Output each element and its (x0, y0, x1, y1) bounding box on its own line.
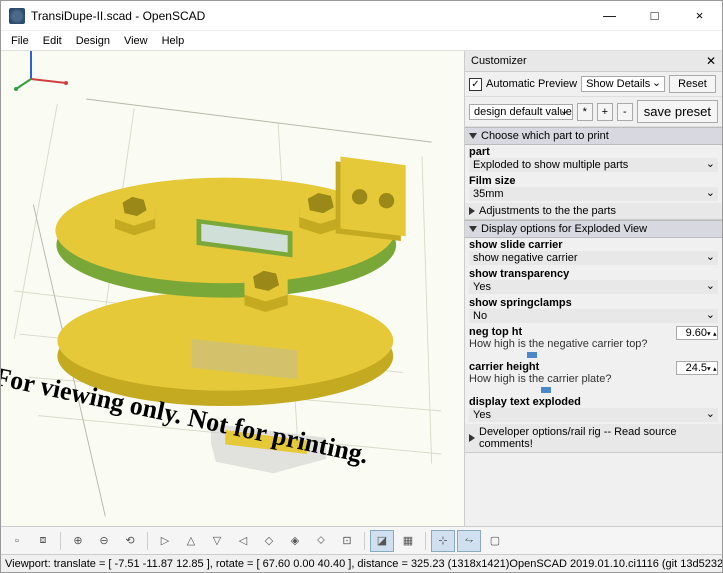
save-preset-button[interactable]: save preset (637, 100, 718, 123)
app-icon (9, 8, 25, 24)
reset-button[interactable]: Reset (669, 75, 716, 93)
close-button[interactable]: × (677, 1, 722, 31)
menubar: File Edit Design View Help (1, 31, 722, 51)
statusbar: Viewport: translate = [ -7.51 -11.87 12.… (1, 554, 722, 572)
carrier-slider[interactable] (469, 385, 718, 393)
showtrans-select[interactable]: Yes (469, 280, 718, 294)
showspring-label: show springclamps (469, 297, 718, 309)
negtop-label: neg top ht (469, 326, 676, 338)
showslide-label: show slide carrier (469, 239, 718, 251)
view-back-button[interactable]: ◈ (283, 530, 307, 552)
viewport-3d[interactable]: For viewing only. Not for printing. (1, 51, 464, 526)
carrier-label: carrier height (469, 361, 676, 373)
filmsize-label: Film size (469, 175, 718, 187)
carrier-desc: How high is the carrier plate? (469, 373, 676, 385)
carrier-spinner[interactable]: 24.5 (676, 361, 718, 375)
menu-help[interactable]: Help (156, 33, 191, 49)
showtrans-label: show transparency (469, 268, 718, 280)
reset-view-button[interactable]: ⟲ (118, 530, 142, 552)
chevron-down-icon (469, 133, 477, 139)
menu-design[interactable]: Design (70, 33, 116, 49)
section-adjustments-header[interactable]: Adjustments to the the parts (465, 203, 722, 220)
axes-button[interactable]: ⊹ (431, 530, 455, 552)
view-center-button[interactable]: ⊡ (335, 530, 359, 552)
view-top-button[interactable]: △ (179, 530, 203, 552)
view-bottom-button[interactable]: ▽ (205, 530, 229, 552)
preset-combo[interactable]: design default values (469, 104, 573, 120)
auto-preview-checkbox[interactable]: ✓ (469, 78, 482, 91)
showspring-select[interactable]: No (469, 309, 718, 323)
filmsize-select[interactable]: 35mm (469, 187, 718, 201)
chevron-right-icon (469, 207, 475, 215)
section-developer-header[interactable]: Developer options/rail rig -- Read sourc… (465, 424, 722, 453)
customizer-close-icon[interactable]: ✕ (706, 54, 716, 68)
view-left-button[interactable]: ◁ (231, 530, 255, 552)
view-front-button[interactable]: ◇ (257, 530, 281, 552)
window-title: TransiDupe-II.scad - OpenSCAD (31, 9, 587, 23)
edges-button[interactable]: ▢ (483, 530, 507, 552)
perspective-button[interactable]: ◪ (370, 530, 394, 552)
render-button[interactable]: ⧈ (31, 530, 55, 552)
view-toolbar: ▫ ⧈ ⊕ ⊖ ⟲ ▷ △ ▽ ◁ ◇ ◈ ⬦ ⊡ ◪ ▦ ⊹ ⥊ ▢ (1, 526, 722, 554)
preset-star-button[interactable]: * (577, 103, 593, 121)
auto-preview-label: Automatic Preview (486, 78, 577, 90)
section-part-header[interactable]: Choose which part to print (465, 127, 722, 145)
part-select[interactable]: Exploded to show multiple parts (469, 158, 718, 172)
section-display-header[interactable]: Display options for Exploded View (465, 220, 722, 238)
menu-edit[interactable]: Edit (37, 33, 68, 49)
disptext-select[interactable]: Yes (469, 408, 718, 422)
maximize-button[interactable]: □ (632, 1, 677, 31)
view-right-button[interactable]: ▷ (153, 530, 177, 552)
view-diag-button[interactable]: ⬦ (309, 530, 333, 552)
customizer-title: Customizer (471, 55, 527, 67)
menu-view[interactable]: View (118, 33, 154, 49)
ortho-button[interactable]: ▦ (396, 530, 420, 552)
minimize-button[interactable]: — (587, 1, 632, 31)
chevron-right-icon (469, 434, 475, 442)
preview-button[interactable]: ▫ (5, 530, 29, 552)
negtop-desc: How high is the negative carrier top? (469, 338, 676, 350)
status-left: Viewport: translate = [ -7.51 -11.87 12.… (5, 558, 509, 570)
chevron-down-icon (469, 226, 477, 232)
menu-file[interactable]: File (5, 33, 35, 49)
details-combo[interactable]: Show Details (581, 76, 665, 92)
zoom-in-button[interactable]: ⊕ (66, 530, 90, 552)
negtop-slider[interactable] (469, 350, 718, 358)
scale-button[interactable]: ⥊ (457, 530, 481, 552)
preset-remove-button[interactable]: - (617, 103, 633, 121)
status-right: OpenSCAD 2019.01.10.ci1116 (git 13d52326… (509, 558, 722, 570)
zoom-out-button[interactable]: ⊖ (92, 530, 116, 552)
axes-widget (11, 51, 464, 514)
part-label: part (469, 146, 718, 158)
window-titlebar: TransiDupe-II.scad - OpenSCAD — □ × (1, 1, 722, 31)
disptext-label: display text exploded (469, 396, 718, 408)
negtop-spinner[interactable]: 9.60 (676, 326, 718, 340)
customizer-panel: Customizer ✕ ✓ Automatic Preview Show De… (464, 51, 722, 526)
showslide-select[interactable]: show negative carrier (469, 251, 718, 265)
preset-add-button[interactable]: + (597, 103, 613, 121)
